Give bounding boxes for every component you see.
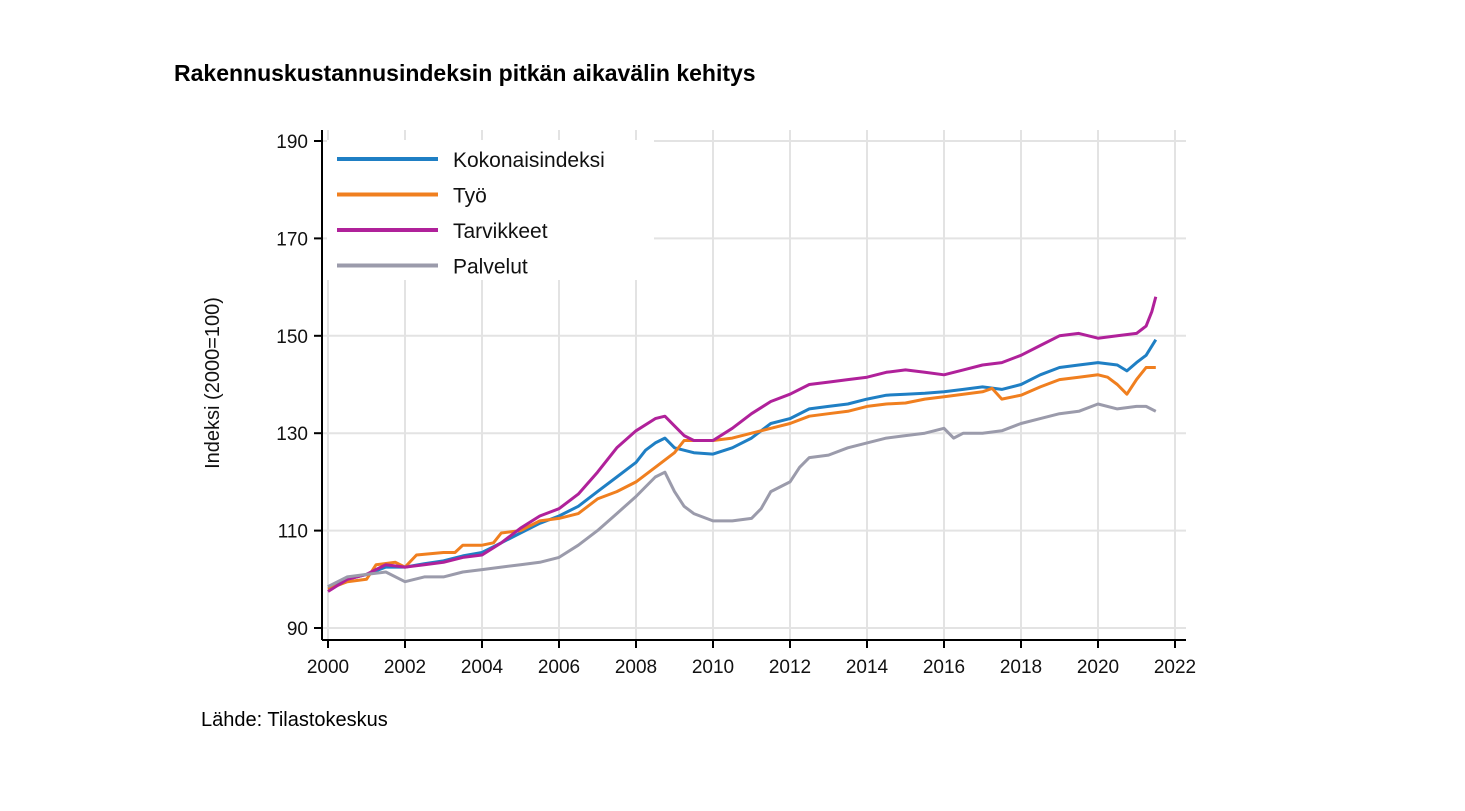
x-tick-label-11: 2022 bbox=[1154, 657, 1196, 678]
x-tick-label-6: 2012 bbox=[769, 657, 811, 678]
y-axis-title: Indeksi (2000=100) bbox=[202, 297, 224, 469]
chart-title: Rakennuskustannusindeksin pitkän aikaväl… bbox=[174, 60, 756, 86]
series-line-työ bbox=[327, 366, 1156, 591]
series-line-tarvikkeet bbox=[327, 296, 1158, 593]
y-tick-label-4: 170 bbox=[276, 229, 308, 250]
source-note: Lähde: Tilastokeskus bbox=[201, 709, 388, 731]
x-tick-label-7: 2014 bbox=[846, 657, 889, 678]
legend-box bbox=[327, 140, 654, 280]
series-lines bbox=[327, 296, 1158, 593]
y-tick-label-0: 90 bbox=[287, 619, 308, 640]
series-line-kokonaisindeksi bbox=[327, 338, 1158, 589]
y-tick-label-1: 110 bbox=[278, 522, 308, 543]
x-tick-label-1: 2002 bbox=[384, 657, 426, 678]
x-tick-label-5: 2010 bbox=[692, 657, 734, 678]
series-line-palvelut bbox=[327, 402, 1157, 588]
y-tick-label-3: 150 bbox=[276, 327, 308, 348]
legend: Kokonaisindeksi Työ Tarvikkeet Palvelut bbox=[327, 140, 654, 280]
x-tick-label-9: 2018 bbox=[1000, 657, 1042, 678]
x-tick-label-4: 2008 bbox=[615, 657, 657, 678]
legend-label-työ: Työ bbox=[453, 185, 487, 208]
y-tick-label-2: 130 bbox=[276, 424, 308, 445]
legend-label-palvelut: Palvelut bbox=[453, 256, 528, 279]
x-tick-label-3: 2006 bbox=[538, 657, 580, 678]
axes: 90 110 130 150 170 190 2000 2002 2004 2006 2008 201… bbox=[276, 130, 1196, 678]
x-tick-label-10: 2020 bbox=[1077, 657, 1119, 678]
x-tick-label-0: 2000 bbox=[307, 657, 349, 678]
legend-label-kokonaisindeksi: Kokonaisindeksi bbox=[453, 149, 605, 172]
x-tick-label-8: 2016 bbox=[923, 657, 965, 678]
x-tick-label-2: 2004 bbox=[461, 657, 504, 678]
legend-label-tarvikkeet: Tarvikkeet bbox=[453, 220, 548, 243]
y-tick-label-5: 190 bbox=[276, 132, 308, 153]
